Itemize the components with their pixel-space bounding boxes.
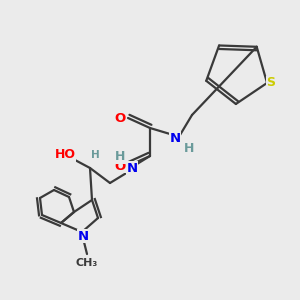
Text: N: N [126, 161, 138, 175]
Text: HO: HO [55, 148, 76, 161]
Text: H: H [184, 142, 194, 154]
Text: O: O [114, 112, 126, 124]
Text: S: S [267, 76, 276, 89]
Text: H: H [91, 150, 99, 160]
Text: CH₃: CH₃ [76, 258, 98, 268]
Text: N: N [77, 230, 88, 242]
Text: N: N [169, 131, 181, 145]
Text: H: H [115, 151, 125, 164]
Text: O: O [114, 160, 126, 172]
